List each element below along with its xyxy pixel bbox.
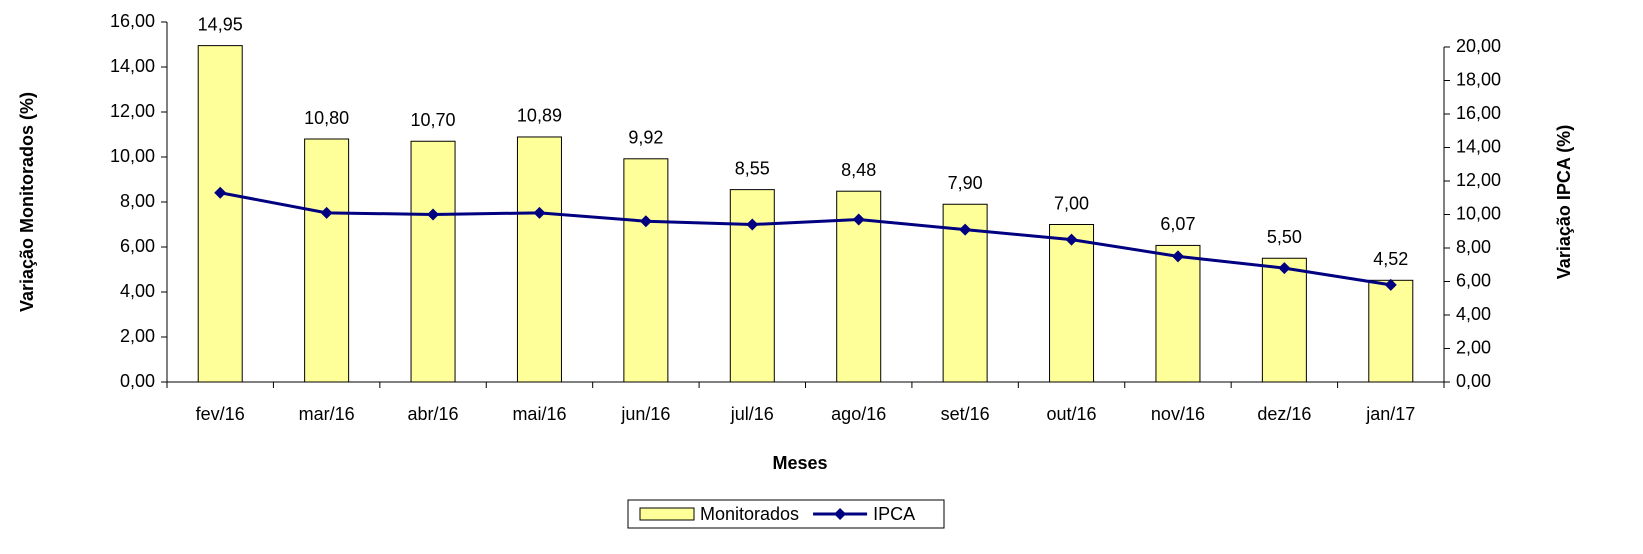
x-tick-label: fev/16 — [196, 404, 245, 424]
point — [639, 215, 652, 228]
y-tick-label: 2,00 — [120, 326, 155, 346]
point — [320, 206, 333, 219]
y2-tick-label: 8,00 — [1456, 237, 1491, 257]
value-label: 10,80 — [304, 108, 349, 128]
legend-label: Monitorados — [700, 504, 799, 524]
y-tick-label: 14,00 — [110, 56, 155, 76]
line — [219, 191, 1392, 287]
value-label: 14,95 — [198, 14, 243, 34]
bar — [304, 138, 350, 383]
x-tick-label: out/16 — [1047, 404, 1097, 424]
value-label: 9,92 — [628, 128, 663, 148]
bar — [197, 45, 243, 383]
value-label: 5,50 — [1267, 227, 1302, 247]
x-tick-label: jan/17 — [1365, 404, 1415, 424]
x-tick-label: abr/16 — [408, 404, 459, 424]
bar — [1261, 257, 1307, 383]
point — [214, 186, 227, 199]
y-tick-label: 6,00 — [120, 236, 155, 256]
x-tick-label: mar/16 — [299, 404, 355, 424]
y2-tick-label: 20,00 — [1456, 36, 1501, 56]
point — [959, 223, 972, 236]
value-label: 8,55 — [735, 158, 770, 178]
bar — [1155, 244, 1201, 383]
value-label: 4,52 — [1373, 249, 1408, 269]
x-tick-label: dez/16 — [1257, 404, 1311, 424]
y2-tick-label: 12,00 — [1456, 170, 1501, 190]
bar — [410, 140, 456, 383]
legend-marker — [834, 508, 847, 520]
y-tick-label: 16,00 — [110, 11, 155, 31]
point — [1278, 262, 1291, 275]
y-tick-label: 4,00 — [120, 281, 155, 301]
point — [746, 218, 759, 231]
y-tick-label: 0,00 — [120, 371, 155, 391]
y2-axis-title: Variação IPCA (%) — [1554, 125, 1574, 279]
x-tick-label: mai/16 — [512, 404, 566, 424]
y2-tick-label: 10,00 — [1456, 203, 1501, 223]
y-tick-label: 10,00 — [110, 146, 155, 166]
bar — [729, 189, 775, 383]
y-axis-title: Variação Monitorados (%) — [17, 92, 37, 312]
y-tick-label: 12,00 — [110, 101, 155, 121]
bar — [516, 136, 562, 383]
x-tick-label: ago/16 — [831, 404, 886, 424]
y2-tick-label: 16,00 — [1456, 103, 1501, 123]
bar — [623, 158, 669, 383]
y2-tick-label: 0,00 — [1456, 371, 1491, 391]
x-tick-label: set/16 — [941, 404, 990, 424]
value-label: 10,89 — [517, 106, 562, 126]
value-label: 10,70 — [411, 110, 456, 130]
y2-tick-label: 4,00 — [1456, 304, 1491, 324]
value-label: 7,90 — [948, 173, 983, 193]
y2-tick-label: 14,00 — [1456, 136, 1501, 156]
point — [1065, 233, 1078, 246]
value-label: 6,07 — [1160, 214, 1195, 234]
legend-label: IPCA — [873, 504, 915, 524]
y2-tick-label: 18,00 — [1456, 69, 1501, 89]
legend-swatch — [639, 507, 695, 521]
value-label: 8,48 — [841, 160, 876, 180]
point — [1171, 250, 1184, 263]
point — [533, 206, 546, 219]
x-tick-label: nov/16 — [1151, 404, 1205, 424]
y2-tick-label: 2,00 — [1456, 337, 1491, 357]
point — [427, 208, 440, 221]
bar — [1049, 224, 1095, 383]
point — [1384, 278, 1397, 291]
bar — [1368, 279, 1414, 383]
value-label: 7,00 — [1054, 193, 1089, 213]
x-axis-title: Meses — [772, 453, 827, 473]
x-tick-label: jul/16 — [730, 404, 774, 424]
x-tick-label: jun/16 — [620, 404, 670, 424]
y-tick-label: 8,00 — [120, 191, 155, 211]
y2-tick-label: 6,00 — [1456, 270, 1491, 290]
point — [852, 213, 865, 226]
